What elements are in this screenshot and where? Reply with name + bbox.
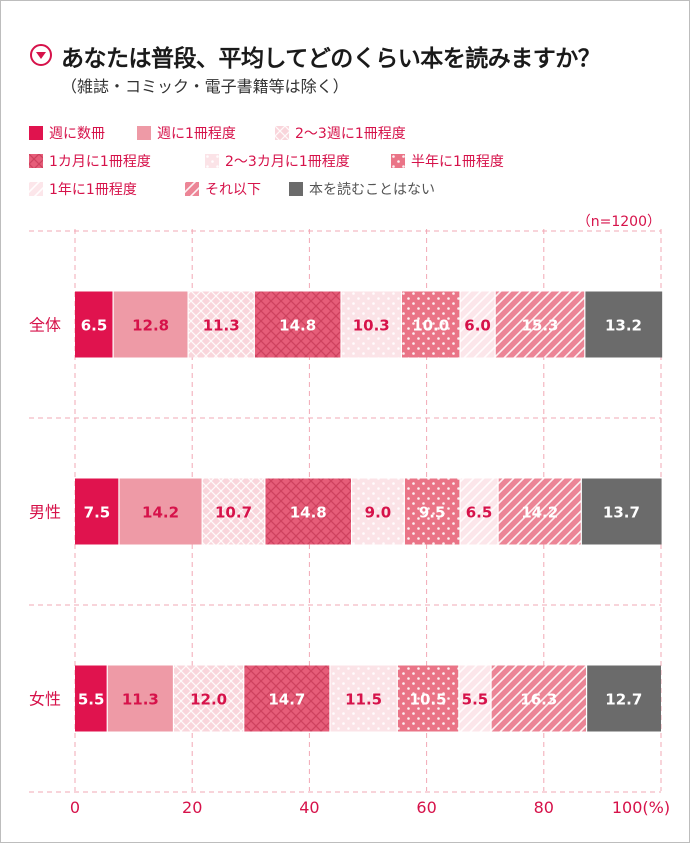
legend-swatch — [29, 154, 43, 168]
legend-label: それ以下 — [205, 182, 261, 198]
legend-item: 週に1冊程度 — [137, 123, 236, 143]
legend-item: 1年に1冊程度 — [29, 179, 137, 199]
data-label: 9.5 — [419, 504, 446, 522]
data-label: 10.7 — [215, 504, 252, 522]
bar-segment — [243, 665, 330, 732]
bar-segment — [329, 665, 398, 732]
data-label: 10.3 — [353, 317, 390, 335]
legend-item: 週に数冊 — [29, 123, 105, 143]
data-label: 15.3 — [521, 317, 558, 335]
data-label: 16.3 — [520, 691, 557, 709]
bar-segment — [75, 478, 119, 545]
legend-item: それ以下 — [185, 179, 261, 199]
legend-label: 半年に1冊程度 — [411, 154, 504, 170]
data-label: 7.5 — [84, 504, 111, 522]
down-triangle-circle-icon — [30, 44, 52, 66]
x-tick-label: 100(%) — [612, 798, 670, 817]
data-label: 12.7 — [605, 691, 642, 709]
data-label: 9.0 — [365, 504, 392, 522]
legend-label: 本を読むことはない — [309, 182, 435, 198]
legend-swatch — [29, 182, 43, 196]
data-label: 11.5 — [345, 691, 382, 709]
legend-swatch — [205, 154, 219, 168]
bar-segment — [460, 478, 499, 545]
bar-segment — [254, 291, 342, 358]
data-label: 14.2 — [142, 504, 179, 522]
chart-subtitle: （雑誌・コミック・電子書籍等は除く） — [61, 77, 349, 96]
data-label: 14.7 — [268, 691, 305, 709]
bar-segment — [202, 478, 265, 545]
legend-item: 2〜3カ月に1冊程度 — [205, 151, 350, 171]
bar-segment — [397, 665, 459, 732]
bar-segment — [498, 478, 582, 545]
bar-segment — [404, 478, 461, 545]
bar-segment — [586, 665, 661, 732]
data-label: 6.5 — [466, 504, 493, 522]
bar-segment — [460, 291, 496, 358]
bar-segment — [401, 291, 461, 358]
data-label: 5.5 — [462, 691, 489, 709]
data-label: 14.2 — [521, 504, 558, 522]
data-label: 10.0 — [412, 317, 449, 335]
data-label: 14.8 — [279, 317, 316, 335]
bar-segment — [351, 478, 405, 545]
bar-segment — [341, 291, 402, 358]
data-label: 5.5 — [78, 691, 105, 709]
data-label: 13.7 — [603, 504, 640, 522]
legend-item: 2〜3週に1冊程度 — [275, 123, 406, 143]
category-label: 女性 — [29, 690, 61, 709]
x-tick-label: 0 — [70, 798, 80, 817]
legend-swatch — [289, 182, 303, 196]
bar-segment — [264, 478, 352, 545]
legend: 週に数冊 週に1冊程度 2〜3週に1冊程度 1カ月に1冊程度 2〜3カ月に1冊程度 半年に… — [29, 123, 669, 213]
bar-segment — [581, 478, 662, 545]
data-label: 12.8 — [132, 317, 169, 335]
data-label: 11.3 — [203, 317, 240, 335]
x-tick-label: 60 — [416, 798, 436, 817]
data-label: 11.3 — [122, 691, 159, 709]
bar-segment — [173, 665, 244, 732]
bar-segment — [188, 291, 255, 358]
bar-segment — [495, 291, 585, 358]
legend-label: 週に数冊 — [49, 126, 105, 142]
bar-segment — [118, 478, 203, 545]
x-tick-label: 20 — [182, 798, 202, 817]
bar-segment — [107, 665, 174, 732]
x-tick-label: 40 — [299, 798, 319, 817]
data-label: 6.5 — [81, 317, 108, 335]
bar-segment — [584, 291, 663, 358]
sample-size-label: （n=1200） — [576, 214, 661, 230]
bar-segment — [491, 665, 587, 732]
bar-segment — [458, 665, 492, 732]
legend-label: 2〜3カ月に1冊程度 — [225, 154, 350, 170]
data-label: 12.0 — [190, 691, 227, 709]
legend-item: 半年に1冊程度 — [391, 151, 504, 171]
legend-label: 1カ月に1冊程度 — [49, 154, 151, 170]
chart-title: あなたは普段、平均してどのくらい本を読みますか？ — [61, 46, 601, 72]
category-label: 男性 — [29, 503, 61, 522]
data-label: 6.0 — [464, 317, 491, 335]
legend-item: 1カ月に1冊程度 — [29, 151, 151, 171]
legend-label: 1年に1冊程度 — [49, 182, 137, 198]
bar-segment — [75, 291, 114, 358]
legend-swatch — [275, 126, 289, 140]
bar-segment — [75, 665, 108, 732]
legend-swatch — [391, 154, 405, 168]
data-label: 14.8 — [290, 504, 327, 522]
data-label: 13.2 — [605, 317, 642, 335]
legend-label: 週に1冊程度 — [157, 126, 236, 142]
legend-item: 本を読むことはない — [289, 179, 435, 199]
data-label: 10.5 — [410, 691, 447, 709]
bar-segment — [113, 291, 189, 358]
legend-swatch — [185, 182, 199, 196]
legend-swatch — [137, 126, 151, 140]
x-tick-label: 80 — [534, 798, 554, 817]
legend-label: 2〜3週に1冊程度 — [295, 126, 406, 142]
category-label: 全体 — [29, 316, 61, 335]
legend-swatch — [29, 126, 43, 140]
